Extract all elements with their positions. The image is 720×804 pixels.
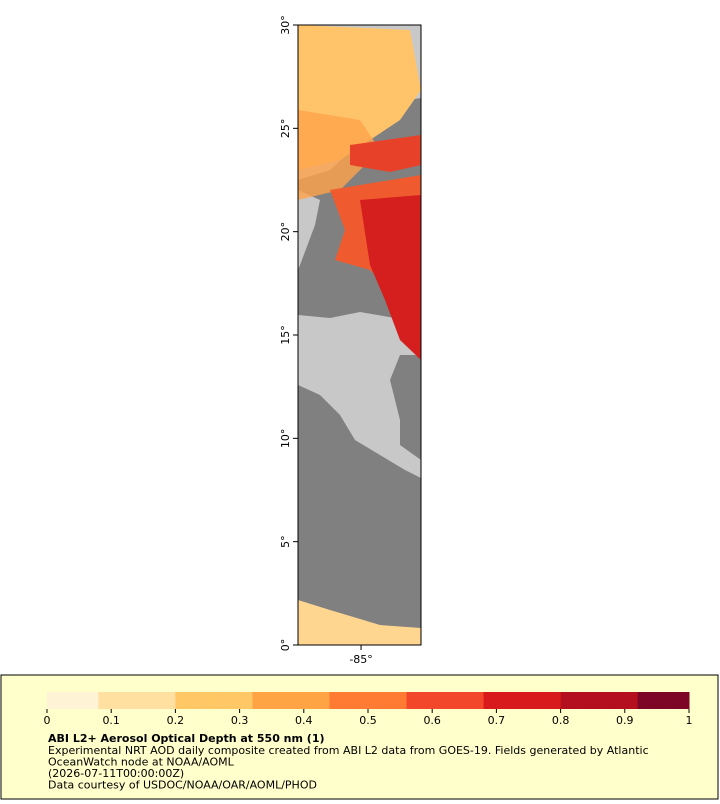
colorbar-tick-label: 0.1 xyxy=(102,714,120,727)
colorbar-cell xyxy=(201,692,215,709)
colorbar-tick-label: 0.9 xyxy=(616,714,634,727)
colorbar-cell xyxy=(599,692,613,709)
colorbar-cell xyxy=(85,692,99,709)
colorbar-tick-label: 0.5 xyxy=(359,714,377,727)
colorbar-cell xyxy=(47,692,61,709)
colorbar-cell xyxy=(560,692,574,709)
colorbar-cell xyxy=(624,692,639,709)
colorbar-cell xyxy=(419,692,433,709)
colorbar-cell xyxy=(534,692,549,709)
colorbar-cell xyxy=(522,692,536,709)
lat-tick-label: 10° xyxy=(279,429,292,449)
colorbar-cell xyxy=(676,692,690,709)
colorbar-tick-label: 0 xyxy=(44,714,51,727)
colorbar-cell xyxy=(496,692,510,709)
lat-tick-label: 15° xyxy=(279,325,292,345)
colorbar-tick-label: 0.2 xyxy=(167,714,185,727)
colorbar-cell xyxy=(457,692,472,709)
colorbar-tick-label: 0.3 xyxy=(231,714,249,727)
legend-line: OceanWatch node at NOAA/AOML xyxy=(48,756,235,769)
colorbar-cell xyxy=(393,692,408,709)
lat-tick-label: 0° xyxy=(279,639,292,652)
legend-line: Data courtesy of USDOC/NOAA/OAR/AOML/PHO… xyxy=(48,779,317,792)
colorbar-cell xyxy=(445,692,459,709)
colorbar-cell xyxy=(355,692,369,709)
lat-tick-label: 20° xyxy=(279,222,292,242)
colorbar-cell xyxy=(329,692,343,709)
land xyxy=(298,312,421,478)
legend-title: ABI L2+ Aerosol Optical Depth at 550 nm … xyxy=(48,732,325,745)
legend-line: Experimental NRT AOD daily composite cre… xyxy=(48,744,649,757)
colorbar-cell xyxy=(239,692,253,709)
colorbar-cell xyxy=(290,692,305,709)
colorbar-cell xyxy=(573,692,587,709)
colorbar-tick-label: 1 xyxy=(686,714,693,727)
colorbar-cell xyxy=(265,692,279,709)
colorbar-cell xyxy=(188,692,202,709)
lat-tick-label: 5° xyxy=(279,535,292,548)
colorbar-cell xyxy=(611,692,626,709)
colorbar-cell xyxy=(650,692,664,709)
colorbar-cell xyxy=(470,692,485,709)
map-area xyxy=(298,25,421,645)
colorbar-cell xyxy=(316,692,330,709)
colorbar-cell xyxy=(406,692,420,709)
colorbar-cell xyxy=(98,692,112,709)
colorbar-cell xyxy=(136,692,151,709)
aerosol xyxy=(298,600,421,645)
colorbar-cell xyxy=(303,692,318,709)
colorbar-cell xyxy=(226,692,241,709)
colorbar-cell xyxy=(483,692,497,709)
colorbar-cell xyxy=(162,692,176,709)
colorbar-cell xyxy=(637,692,651,709)
colorbar-cell xyxy=(252,692,266,709)
land xyxy=(298,190,320,270)
lon-tick-label: -85° xyxy=(349,653,372,666)
colorbar-cell xyxy=(586,692,600,709)
aerosol xyxy=(360,195,421,360)
colorbar-tick-label: 0.6 xyxy=(423,714,441,727)
colorbar-cell xyxy=(111,692,125,709)
colorbar-cell xyxy=(432,692,446,709)
colorbar-cell xyxy=(124,692,138,709)
colorbar-cell xyxy=(72,692,87,709)
colorbar-cell xyxy=(278,692,292,709)
colorbar-cell xyxy=(663,692,677,709)
colorbar-cell xyxy=(509,692,523,709)
colorbar-cell xyxy=(213,692,228,709)
colorbar-cell xyxy=(149,692,164,709)
colorbar-cell xyxy=(368,692,382,709)
colorbar-tick-label: 0.7 xyxy=(488,714,506,727)
colorbar-cell xyxy=(59,692,74,709)
colorbar-tick-label: 0.8 xyxy=(552,714,570,727)
colorbar-cell xyxy=(380,692,395,709)
lat-tick-label: 30° xyxy=(279,15,292,35)
colorbar-cell xyxy=(547,692,562,709)
lat-tick-label: 25° xyxy=(279,119,292,139)
colorbar-cell xyxy=(342,692,356,709)
legend-line: (2026-07-11T00:00:00Z) xyxy=(48,767,184,780)
aerosol xyxy=(350,135,421,172)
colorbar-cell xyxy=(175,692,189,709)
aerosol xyxy=(298,110,380,200)
colorbar-tick-label: 0.4 xyxy=(295,714,313,727)
